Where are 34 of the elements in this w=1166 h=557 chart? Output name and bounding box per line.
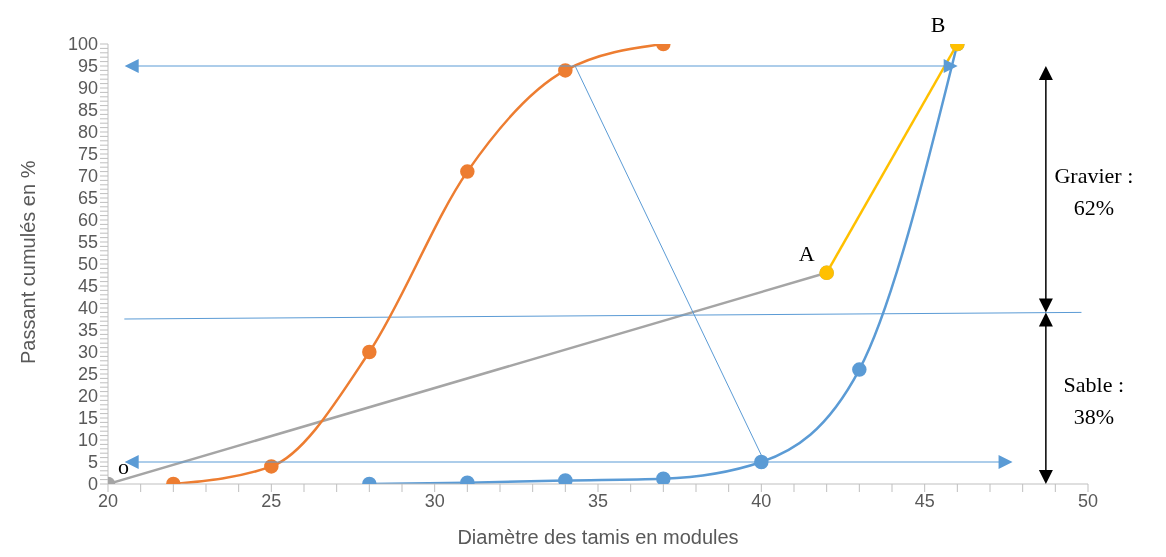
y-tick-label: 40	[77, 298, 98, 319]
y-tick-label: 65	[77, 188, 98, 209]
y-tick-label: 90	[77, 78, 98, 99]
y-tick-label: 5	[87, 452, 98, 473]
annotation: Gravier : 62%	[1054, 163, 1134, 221]
annotation: Sable : 38%	[1063, 372, 1125, 430]
x-axis-title: Diamètre des tamis en modules	[457, 526, 739, 548]
y-tick-label: 75	[77, 144, 98, 165]
y-tick-label: 0	[87, 474, 98, 495]
y-tick-label: 50	[77, 254, 98, 275]
annotation: B	[930, 12, 946, 37]
x-tick-label: 35	[587, 490, 609, 511]
y-tick-label: 25	[77, 364, 98, 385]
x-tick-label: 30	[424, 490, 445, 511]
y-tick-label: 30	[77, 342, 98, 363]
x-tick-label: 25	[261, 490, 282, 511]
x-tick-label: 50	[1077, 490, 1099, 511]
annotation: A	[798, 240, 815, 266]
x-tick-label: 45	[914, 490, 935, 511]
y-axis-title: Passant cumulés en %	[17, 160, 40, 364]
y-tick-label: 20	[77, 386, 98, 407]
y-tick-label: 100	[67, 34, 98, 55]
y-tick-label: 10	[77, 430, 98, 451]
y-tick-label: 60	[77, 210, 98, 231]
y-tick-label: 80	[77, 122, 98, 143]
y-tick-label: 55	[77, 232, 98, 253]
y-tick-label: 15	[77, 408, 98, 429]
y-tick-label: 45	[77, 276, 98, 297]
y-tick-label: 85	[77, 100, 98, 121]
x-tick-label: 40	[751, 490, 772, 511]
y-tick-label: 95	[77, 56, 98, 77]
annotation: o	[118, 454, 129, 479]
y-tick-label: 35	[77, 320, 98, 341]
y-tick-label: 70	[77, 166, 98, 187]
